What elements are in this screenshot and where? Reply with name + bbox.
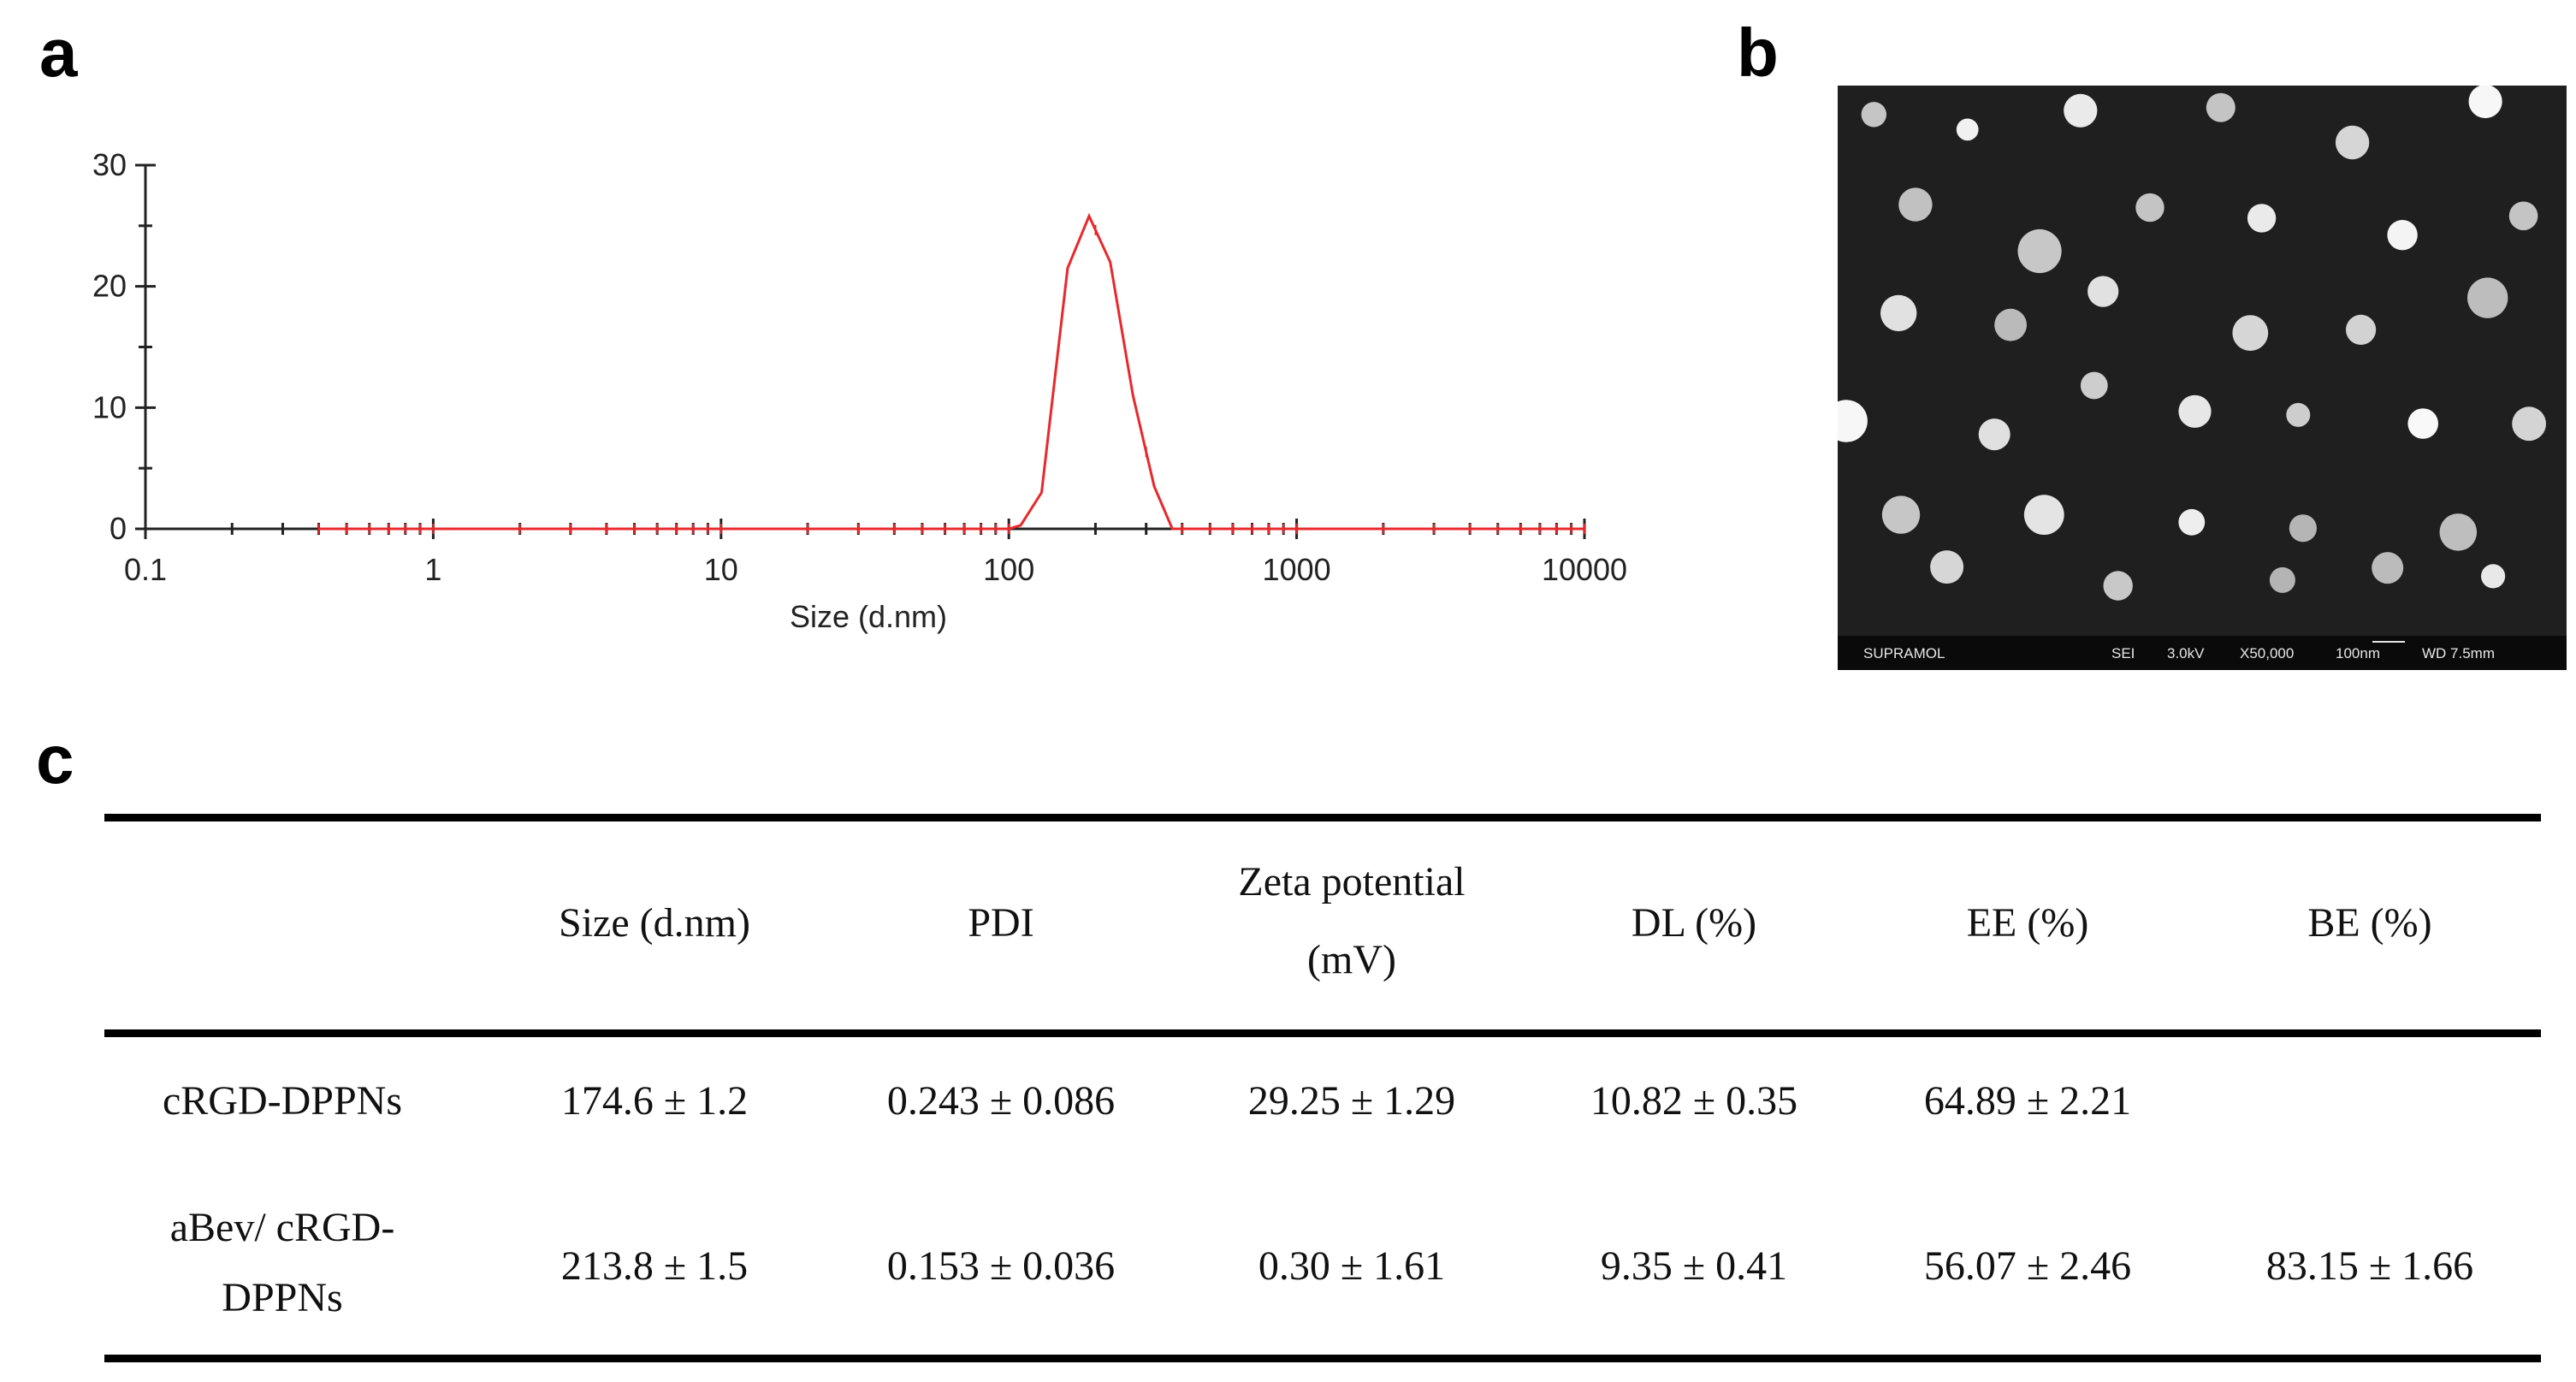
header-be: BE (%) — [2307, 900, 2432, 946]
sem-particle — [2289, 514, 2317, 543]
header-zeta-line1: Zeta potential — [1238, 859, 1466, 905]
x-tick-label: 10000 — [1542, 552, 1627, 587]
row1-size: 174.6 ± 1.2 — [560, 1078, 749, 1124]
sem-particle — [2080, 371, 2108, 400]
chart-axes: 0 10 20 30 0.1 1 10 100 1000 10000 — [92, 147, 1627, 587]
sem-working-distance: WD 7.5mm — [2422, 645, 2495, 661]
row2-ee: 56.07 ± 2.46 — [1923, 1243, 2132, 1289]
row2-size: 213.8 ± 1.5 — [560, 1243, 749, 1289]
sem-particle — [2372, 552, 2404, 584]
header-pdi: PDI — [968, 900, 1034, 946]
sem-particle — [2439, 513, 2478, 551]
header-zeta-line2: (mV) — [1307, 937, 1396, 982]
y-tick-label: 10 — [92, 389, 127, 424]
row1-dl: 10.82 ± 0.35 — [1590, 1078, 1798, 1124]
sem-particle — [2087, 276, 2119, 307]
row2-name-line1: aBev/ cRGD- — [169, 1205, 395, 1250]
panel-label-b: b — [1737, 15, 1779, 91]
sem-particle — [1956, 118, 1979, 141]
x-tick-label: 100 — [983, 552, 1034, 587]
sem-particle — [2335, 125, 2370, 160]
row2-zeta: 0.30 ± 1.61 — [1258, 1243, 1446, 1289]
x-axis-label: Size (d.nm) — [790, 599, 947, 634]
sem-particle — [2467, 277, 2508, 318]
panel-label-c: c — [36, 721, 74, 798]
sem-particle — [2178, 508, 2206, 536]
header-size: Size (d.nm) — [559, 900, 750, 946]
y-tick-label: 30 — [92, 147, 127, 182]
x-tick-label: 0.1 — [124, 552, 167, 587]
sem-particle — [2103, 571, 2133, 601]
row2-pdi: 0.153 ± 0.036 — [886, 1243, 1116, 1289]
chart-series-group — [317, 212, 1585, 534]
sem-particle — [2286, 402, 2311, 427]
sem-particle — [1838, 400, 1868, 442]
table-bottom-rule — [104, 1355, 2541, 1362]
sem-particle — [1994, 308, 2027, 341]
sem-particle — [2178, 394, 2212, 428]
sem-particle — [2232, 315, 2269, 351]
row1-name: cRGD-DPPNs — [162, 1078, 403, 1124]
sem-particle — [2407, 408, 2438, 439]
sem-particle — [1978, 418, 2010, 451]
sem-particle — [1881, 495, 1921, 534]
sem-particle — [2508, 201, 2538, 231]
series-line — [318, 212, 1584, 531]
sem-particle — [2206, 92, 2235, 122]
row2-name-line2: DPPNs — [222, 1275, 343, 1320]
sem-voltage: 3.0kV — [2167, 645, 2205, 661]
row1-pdi: 0.243 ± 0.086 — [886, 1078, 1116, 1124]
sem-micrograph: SUPRAMOL SEI 3.0kV X50,000 100nm WD 7.5m… — [1838, 86, 2567, 670]
sem-particle — [2468, 86, 2502, 119]
sem-particle — [2269, 566, 2295, 593]
sem-particle — [2135, 193, 2164, 222]
sem-particle — [1861, 102, 1886, 128]
sem-particle — [2346, 314, 2377, 345]
sem-magnification: X50,000 — [2240, 645, 2295, 661]
sem-particle — [2247, 204, 2277, 233]
sem-particle — [2387, 220, 2418, 251]
table-header-rule — [104, 1029, 2541, 1037]
row2-dl: 9.35 ± 0.41 — [1600, 1243, 1788, 1289]
sem-particle — [2512, 406, 2546, 442]
sem-particle — [2481, 564, 2506, 589]
panel-label-a: a — [39, 15, 78, 91]
row1-ee: 64.89 ± 2.21 — [1923, 1078, 2132, 1124]
sem-label: SUPRAMOL — [1863, 645, 1945, 661]
sem-particle — [2064, 93, 2098, 128]
y-tick-label: 20 — [92, 269, 127, 304]
row2-be: 83.15 ± 1.66 — [2265, 1243, 2474, 1289]
table-top-rule — [104, 814, 2541, 821]
x-tick-label: 1000 — [1263, 552, 1331, 587]
sem-scale-bar — [2372, 641, 2405, 643]
x-tick-label: 10 — [704, 552, 738, 587]
sem-detector: SEI — [2111, 645, 2135, 661]
sem-particle — [1930, 550, 1964, 584]
sem-particle — [1898, 187, 1933, 222]
sem-particle — [1880, 294, 1917, 332]
sem-particle — [2023, 495, 2064, 535]
sem-particle — [2017, 228, 2062, 274]
header-dl: DL (%) — [1631, 900, 1757, 946]
y-tick-label: 0 — [110, 511, 127, 546]
row1-zeta: 29.25 ± 1.29 — [1247, 1078, 1456, 1124]
header-ee: EE (%) — [1966, 900, 2089, 946]
sem-particles — [1838, 86, 2546, 601]
sem-scale: 100nm — [2336, 645, 2380, 661]
sem-info-bar: SUPRAMOL SEI 3.0kV X50,000 100nm WD 7.5m… — [1838, 636, 2567, 670]
x-tick-label: 1 — [424, 552, 441, 587]
size-distribution-chart: 0 10 20 30 0.1 1 10 100 1000 10000 Size (d.nm) — [92, 147, 1627, 634]
